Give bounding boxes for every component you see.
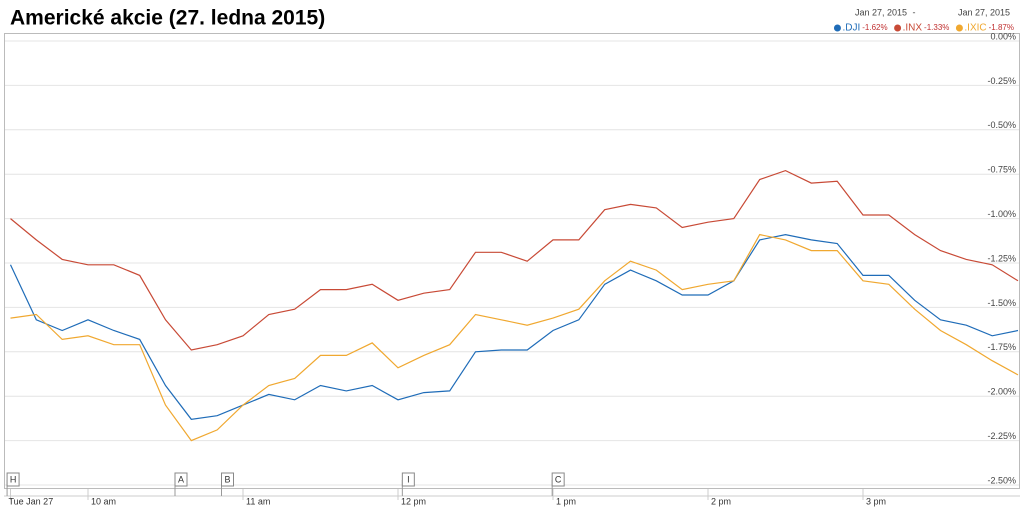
y-tick-label: -0.75% xyxy=(987,165,1016,175)
y-tick-label: -2.50% xyxy=(987,475,1016,485)
series-line xyxy=(10,233,1019,442)
date-to: Jan 27, 2015 xyxy=(958,7,1010,17)
x-tick-label: 2 pm xyxy=(711,496,731,506)
flag-label: A xyxy=(178,474,184,484)
x-tick-label: 3 pm xyxy=(866,496,886,506)
date-separator: - xyxy=(913,7,916,17)
series-line xyxy=(9,233,1019,420)
plot-frame xyxy=(4,33,1020,489)
x-tick-label: Tue Jan 27 xyxy=(9,496,54,506)
y-tick-label: -0.50% xyxy=(987,120,1016,130)
x-tick-label: 12 pm xyxy=(401,496,426,506)
legend-dot xyxy=(894,24,902,32)
x-tick-label: 1 pm xyxy=(556,496,576,506)
legend-name: .DJI xyxy=(842,23,860,34)
legend-name: .INX xyxy=(903,23,923,34)
y-tick-label: -1.50% xyxy=(987,298,1016,308)
flag-box xyxy=(221,472,234,487)
date-from: Jan 27, 2015 xyxy=(855,7,907,17)
legend-dot xyxy=(833,24,841,32)
flag-label: H xyxy=(10,474,17,484)
flag-label: B xyxy=(224,474,230,484)
y-tick-label: -1.00% xyxy=(987,209,1016,219)
y-tick-label: -1.75% xyxy=(987,342,1016,352)
legend-change: -1.62% xyxy=(862,23,887,32)
legend-change: -1.33% xyxy=(924,23,949,32)
y-tick-label: -1.25% xyxy=(987,253,1016,263)
y-tick-label: -2.00% xyxy=(987,387,1016,397)
chart-title: Americké akcie (27. ledna 2015) xyxy=(10,7,325,30)
legend-change: -1.87% xyxy=(989,23,1014,32)
y-tick-label: -2.25% xyxy=(987,431,1016,441)
legend-dot xyxy=(955,24,963,32)
flag-box xyxy=(6,472,20,487)
y-tick-label: -0.25% xyxy=(987,76,1016,86)
x-tick-label: 10 am xyxy=(91,496,116,506)
flag-label: I xyxy=(407,474,410,484)
flag-box xyxy=(551,472,565,487)
flag-box xyxy=(174,472,188,487)
series-line xyxy=(10,169,1019,351)
flag-label: C xyxy=(555,474,562,484)
x-tick-label: 11 am xyxy=(246,496,270,506)
y-tick-label: 0.00% xyxy=(990,31,1016,41)
flag-box xyxy=(401,472,415,487)
legend-name: .IXIC xyxy=(964,23,986,34)
